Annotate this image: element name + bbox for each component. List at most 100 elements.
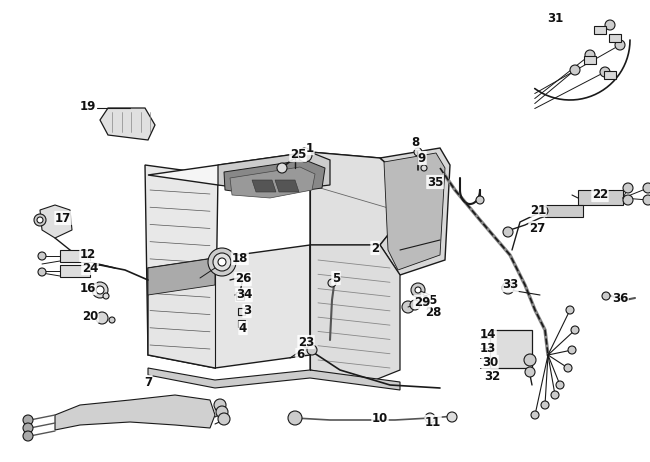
Text: 7: 7 — [144, 376, 152, 389]
Bar — [238, 308, 245, 315]
Circle shape — [585, 50, 595, 60]
Text: 30: 30 — [482, 355, 498, 369]
Text: 8: 8 — [411, 136, 419, 150]
Circle shape — [298, 148, 312, 162]
Circle shape — [38, 268, 46, 276]
Bar — [594, 26, 606, 34]
Circle shape — [37, 217, 43, 223]
Polygon shape — [100, 108, 155, 140]
Circle shape — [541, 401, 549, 409]
Text: 27: 27 — [529, 221, 545, 235]
Circle shape — [216, 406, 228, 418]
Circle shape — [570, 65, 580, 75]
Circle shape — [564, 364, 572, 372]
Circle shape — [208, 248, 236, 276]
Circle shape — [538, 206, 548, 216]
Circle shape — [531, 411, 539, 419]
Circle shape — [503, 227, 513, 237]
Text: 17: 17 — [55, 212, 71, 225]
Text: 23: 23 — [298, 335, 314, 348]
Polygon shape — [275, 180, 299, 192]
Circle shape — [605, 20, 615, 30]
Circle shape — [447, 412, 457, 422]
Circle shape — [602, 292, 610, 300]
Text: 25: 25 — [290, 148, 306, 162]
Circle shape — [566, 306, 574, 314]
Circle shape — [415, 287, 421, 293]
Circle shape — [38, 252, 46, 260]
Bar — [584, 56, 596, 64]
Circle shape — [328, 279, 336, 287]
Circle shape — [551, 391, 559, 399]
Text: 11: 11 — [425, 415, 441, 428]
Text: 34: 34 — [236, 288, 252, 302]
Text: 22: 22 — [592, 188, 608, 201]
Polygon shape — [310, 152, 400, 245]
Polygon shape — [218, 152, 330, 192]
Text: 14: 14 — [480, 328, 496, 340]
Circle shape — [92, 282, 108, 298]
Text: 36: 36 — [612, 292, 628, 304]
Polygon shape — [145, 165, 218, 368]
Circle shape — [213, 253, 231, 271]
Circle shape — [643, 195, 650, 205]
Polygon shape — [55, 395, 215, 430]
Text: 6: 6 — [296, 348, 304, 361]
Polygon shape — [310, 245, 400, 382]
Polygon shape — [148, 245, 310, 368]
Polygon shape — [230, 167, 315, 198]
Circle shape — [34, 214, 46, 226]
Circle shape — [277, 163, 287, 173]
Text: 9: 9 — [418, 152, 426, 164]
Text: 19: 19 — [80, 101, 96, 114]
Circle shape — [615, 40, 625, 50]
Text: 1: 1 — [306, 141, 314, 154]
Circle shape — [623, 195, 633, 205]
Circle shape — [571, 326, 579, 334]
Text: 20: 20 — [82, 310, 98, 322]
Text: 21: 21 — [530, 203, 546, 217]
Text: 35: 35 — [427, 176, 443, 188]
Circle shape — [109, 317, 115, 323]
Bar — [490, 330, 532, 368]
Text: 13: 13 — [480, 341, 496, 354]
Circle shape — [568, 346, 576, 354]
Circle shape — [23, 431, 33, 441]
Circle shape — [96, 312, 108, 324]
Text: 10: 10 — [372, 412, 388, 425]
Text: 18: 18 — [232, 251, 248, 265]
Bar — [604, 71, 616, 79]
Bar — [578, 190, 623, 205]
Circle shape — [476, 196, 484, 204]
Text: 24: 24 — [82, 261, 98, 274]
Bar — [545, 205, 583, 217]
Circle shape — [307, 345, 317, 355]
Circle shape — [421, 165, 427, 171]
Text: 26: 26 — [235, 273, 251, 286]
Text: 28: 28 — [425, 305, 441, 318]
Circle shape — [643, 183, 650, 193]
Bar — [60, 265, 90, 277]
Polygon shape — [380, 148, 450, 275]
Text: 33: 33 — [502, 279, 518, 292]
Circle shape — [425, 413, 435, 423]
Text: 2: 2 — [371, 242, 379, 255]
Circle shape — [502, 282, 514, 294]
Circle shape — [525, 367, 535, 377]
Text: 5: 5 — [332, 272, 340, 285]
Circle shape — [23, 415, 33, 425]
Circle shape — [218, 413, 230, 425]
Text: 15: 15 — [422, 293, 438, 306]
Text: 32: 32 — [484, 371, 500, 383]
Circle shape — [410, 300, 420, 310]
Polygon shape — [148, 368, 400, 390]
Bar — [609, 34, 621, 42]
Circle shape — [411, 283, 425, 297]
Text: 31: 31 — [547, 12, 563, 24]
Circle shape — [556, 381, 564, 389]
Polygon shape — [252, 180, 276, 192]
Bar — [236, 292, 244, 300]
Circle shape — [402, 301, 414, 313]
Polygon shape — [148, 258, 215, 295]
Circle shape — [600, 67, 610, 77]
